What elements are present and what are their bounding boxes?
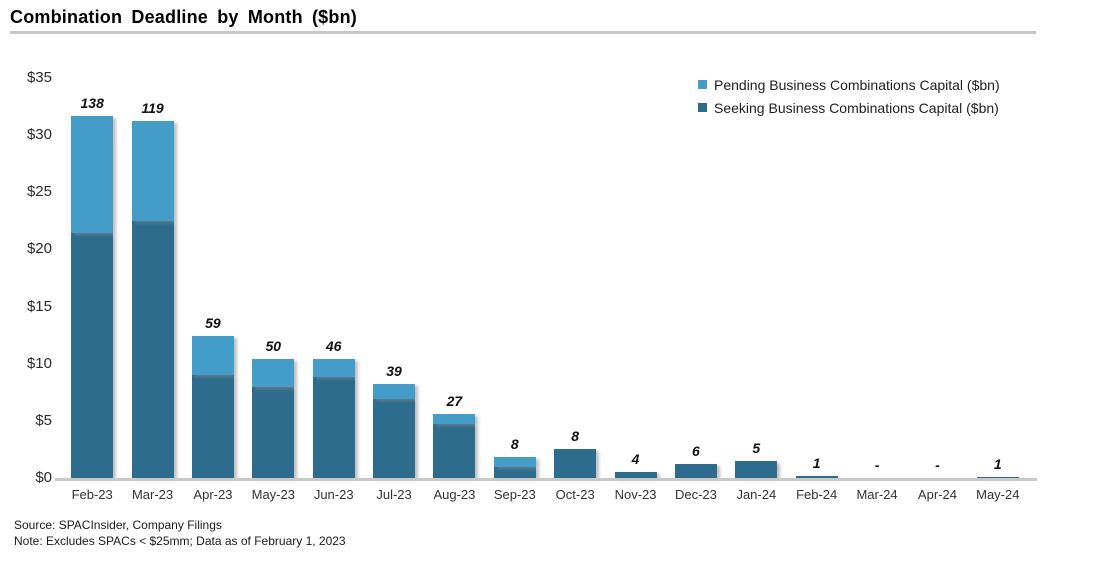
- x-axis-label-apr-24: Apr-24: [917, 487, 957, 502]
- bar-segment-seeking-nov-23: [614, 472, 657, 478]
- y-axis-tick-label: $15: [26, 297, 52, 315]
- x-axis-label-feb-23: Feb-23: [71, 487, 113, 502]
- bar-segment-pending-feb-23: [71, 115, 114, 234]
- bar-value-label-feb-23: 138: [80, 94, 104, 111]
- x-axis-label-feb-24: Feb-24: [796, 487, 838, 502]
- data-note: Note: Excludes SPACs < $25mm; Data as of…: [14, 534, 346, 548]
- bar-value-label-apr-24: -: [935, 457, 940, 473]
- bar-segment-pending-jul-23: [373, 384, 416, 400]
- x-axis-label-nov-23: Nov-23: [614, 487, 657, 502]
- x-axis-label-mar-24: Mar-24: [856, 487, 898, 502]
- x-axis-label-may-23: May-23: [251, 487, 295, 502]
- bar-value-label-dec-23: 6: [692, 443, 700, 460]
- legend: Pending Business Combinations Capital ($…: [698, 73, 1000, 119]
- bar-segment-seeking-mar-23: [131, 220, 174, 478]
- bar-segment-seeking-jul-23: [373, 399, 416, 478]
- plot-area: [62, 78, 1028, 478]
- y-axis-tick-label: $25: [26, 183, 52, 201]
- bar-value-label-oct-23: 8: [571, 428, 580, 445]
- x-axis-label-sep-23: Sep-23: [493, 487, 536, 502]
- bar-segment-seeking-jan-24: [735, 460, 778, 478]
- legend-pending-label: Pending Business Combinations Capital ($…: [714, 76, 1000, 93]
- bar-segment-seeking-may-24: [976, 476, 1019, 478]
- bar-value-label-feb-24: 1: [812, 454, 821, 471]
- bar-value-label-apr-23: 59: [205, 315, 221, 332]
- bar-segment-pending-aug-23: [433, 414, 476, 425]
- y-axis-tick-label: $5: [35, 411, 52, 429]
- bar-value-label-mar-23: 119: [141, 100, 164, 117]
- x-axis-label-apr-23: Apr-23: [193, 487, 233, 502]
- x-axis-label-jun-23: Jun-23: [313, 487, 354, 502]
- legend-item-pending: Pending Business Combinations Capital ($…: [698, 73, 1000, 96]
- bar-segment-pending-jun-23: [312, 359, 355, 378]
- bar-segment-pending-mar-23: [131, 121, 174, 221]
- x-axis-label-aug-23: Aug-23: [433, 487, 476, 502]
- y-axis-tick-label: $10: [26, 354, 52, 372]
- bar-value-label-mar-24: -: [874, 457, 880, 473]
- x-axis-label-jul-23: Jul-23: [376, 487, 412, 502]
- bar-segment-seeking-feb-23: [71, 233, 114, 478]
- bar-value-label-may-23: 50: [265, 338, 282, 355]
- bar-value-label-may-24: 1: [993, 455, 1002, 472]
- legend-seeking-label: Seeking Business Combinations Capital ($…: [714, 99, 999, 116]
- bar-segment-seeking-may-23: [252, 386, 295, 478]
- bar-value-label-nov-23: 4: [631, 451, 640, 468]
- x-axis-label-mar-23: Mar-23: [131, 487, 174, 502]
- x-axis-label-dec-23: Dec-23: [674, 487, 717, 502]
- bar-segment-pending-may-23: [252, 359, 295, 387]
- x-axis-label-may-24: May-24: [976, 487, 1020, 502]
- x-axis-line: [55, 478, 1037, 481]
- y-axis-tick-label: $0: [35, 469, 52, 486]
- bar-segment-seeking-dec-23: [674, 464, 717, 478]
- chart-title: Combination Deadline by Month ($bn): [10, 7, 357, 27]
- bar-value-label-jul-23: 39: [386, 363, 402, 380]
- source-note: Source: SPACInsider, Company Filings: [14, 518, 222, 532]
- bar-segment-seeking-apr-23: [191, 375, 234, 478]
- footer-notes: Source: SPACInsider, Company Filings Not…: [14, 517, 346, 549]
- bar-segment-seeking-feb-24: [795, 475, 838, 478]
- pending-series-swatch-icon: [698, 80, 707, 89]
- bar-segment-pending-apr-23: [191, 336, 234, 376]
- bar-segment-pending-sep-23: [493, 457, 536, 467]
- x-axis-label-oct-23: Oct-23: [555, 487, 595, 502]
- bar-segment-seeking-oct-23: [554, 449, 597, 478]
- y-axis-tick-label: $20: [26, 240, 52, 258]
- bar-segment-seeking-aug-23: [433, 424, 476, 478]
- x-axis-label-jan-24: Jan-24: [736, 487, 777, 502]
- bar-value-label-jan-24: 5: [752, 439, 761, 456]
- bar-value-label-aug-23: 27: [446, 393, 463, 409]
- bar-segment-seeking-sep-23: [493, 466, 536, 478]
- bar-segment-seeking-jun-23: [312, 377, 355, 478]
- y-axis-tick-label: $35: [26, 69, 52, 86]
- legend-item-seeking: Seeking Business Combinations Capital ($…: [698, 96, 1000, 119]
- bar-value-label-jun-23: 46: [325, 338, 342, 355]
- seeking-series-swatch-icon: [698, 103, 707, 112]
- title-underline: [10, 31, 1036, 34]
- bar-value-label-sep-23: 8: [510, 436, 519, 453]
- y-axis-tick-label: $30: [26, 126, 52, 144]
